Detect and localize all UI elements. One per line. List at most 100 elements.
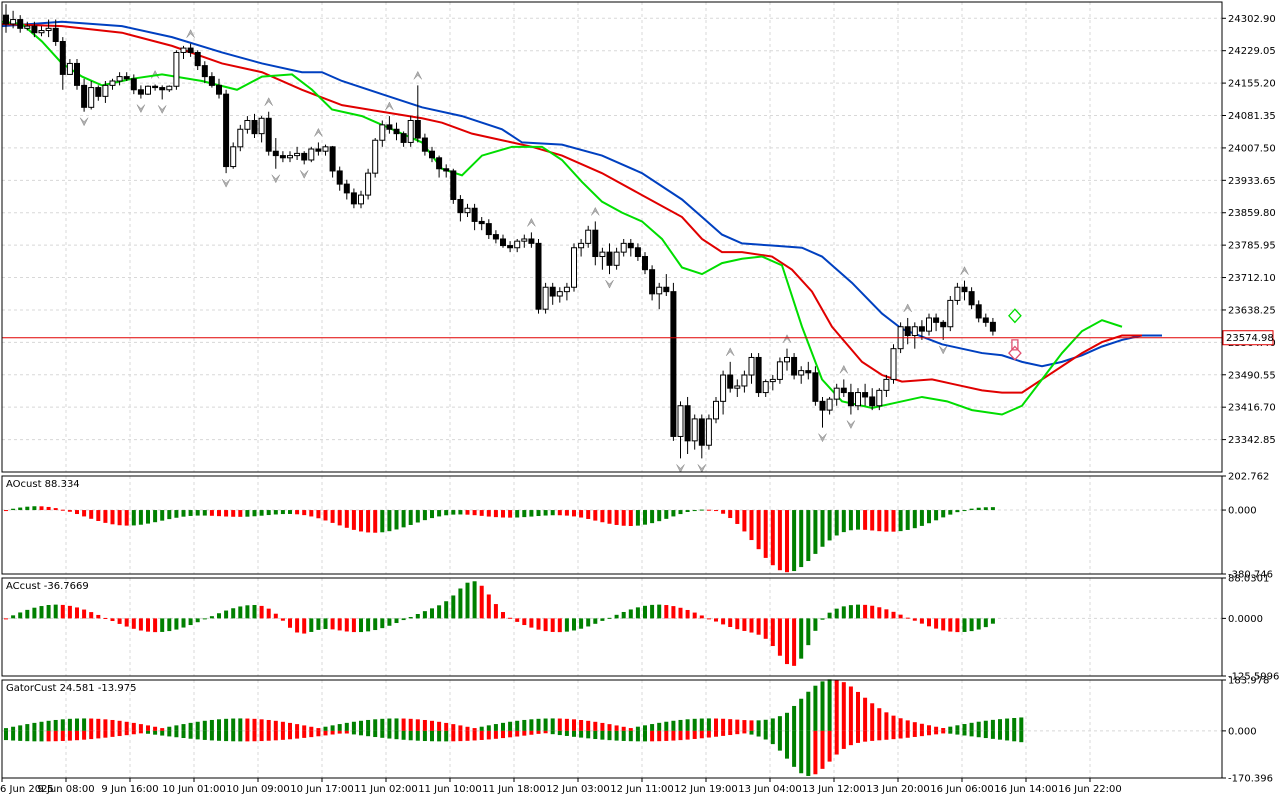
- candle[interactable]: [315, 148, 322, 152]
- candle[interactable]: [88, 87, 95, 108]
- candle[interactable]: [989, 321, 996, 332]
- candle[interactable]: [954, 286, 961, 301]
- candle[interactable]: [826, 398, 833, 411]
- candle[interactable]: [606, 251, 613, 266]
- candle[interactable]: [109, 80, 116, 86]
- candle[interactable]: [95, 87, 102, 97]
- candle[interactable]: [911, 326, 918, 337]
- candle[interactable]: [152, 85, 159, 89]
- ac-panel[interactable]: ACcust -36.7669: [4, 581, 995, 666]
- candle[interactable]: [642, 256, 648, 271]
- candle[interactable]: [556, 291, 563, 297]
- candle[interactable]: [535, 242, 542, 310]
- candle[interactable]: [698, 418, 705, 446]
- candle[interactable]: [890, 348, 897, 380]
- candle[interactable]: [322, 146, 329, 152]
- candle[interactable]: [294, 152, 301, 157]
- candle[interactable]: [17, 19, 24, 29]
- candle[interactable]: [528, 238, 535, 244]
- candle[interactable]: [130, 78, 137, 91]
- candle[interactable]: [755, 356, 762, 394]
- candle[interactable]: [833, 387, 840, 400]
- candle[interactable]: [713, 400, 719, 420]
- candle[interactable]: [272, 150, 279, 157]
- candle[interactable]: [933, 317, 940, 323]
- candle[interactable]: [776, 361, 783, 380]
- candle[interactable]: [855, 392, 861, 407]
- candle[interactable]: [471, 207, 478, 222]
- price-panel[interactable]: [1, 4, 1222, 473]
- candle[interactable]: [926, 317, 932, 332]
- candle[interactable]: [847, 392, 854, 407]
- candle[interactable]: [59, 40, 66, 75]
- candle[interactable]: [918, 326, 925, 332]
- gator-panel[interactable]: GatorCust 24.581 -13.975: [4, 679, 1024, 776]
- candle[interactable]: [393, 128, 400, 135]
- candle[interactable]: [677, 405, 684, 437]
- candle[interactable]: [961, 286, 968, 293]
- candle[interactable]: [379, 124, 386, 141]
- candle[interactable]: [741, 374, 748, 387]
- candle[interactable]: [145, 85, 151, 95]
- candle[interactable]: [542, 286, 549, 310]
- candle[interactable]: [762, 381, 769, 394]
- candle[interactable]: [301, 152, 308, 161]
- candle[interactable]: [365, 172, 372, 196]
- candle[interactable]: [31, 25, 38, 34]
- candle[interactable]: [308, 148, 315, 161]
- candle[interactable]: [173, 51, 180, 87]
- candle[interactable]: [968, 291, 975, 306]
- candle[interactable]: [45, 27, 52, 32]
- candle[interactable]: [421, 137, 428, 152]
- candle[interactable]: [123, 76, 130, 80]
- candle[interactable]: [457, 198, 464, 214]
- candle[interactable]: [705, 418, 712, 446]
- candle[interactable]: [585, 229, 592, 244]
- candle[interactable]: [947, 299, 954, 328]
- candle[interactable]: [230, 146, 237, 168]
- candle[interactable]: [102, 84, 109, 97]
- candle[interactable]: [137, 89, 144, 95]
- candle[interactable]: [904, 326, 911, 337]
- candle[interactable]: [336, 170, 343, 185]
- candle[interactable]: [571, 247, 577, 288]
- candle[interactable]: [734, 385, 741, 389]
- candle[interactable]: [620, 242, 627, 253]
- candle[interactable]: [691, 418, 698, 442]
- candle[interactable]: [443, 168, 450, 172]
- candle[interactable]: [578, 242, 585, 249]
- candle[interactable]: [563, 286, 570, 293]
- candle[interactable]: [464, 207, 471, 214]
- candle[interactable]: [287, 155, 293, 159]
- candle[interactable]: [400, 133, 407, 143]
- candle[interactable]: [507, 245, 514, 249]
- candle[interactable]: [521, 238, 528, 242]
- candle[interactable]: [656, 286, 663, 295]
- candle[interactable]: [812, 372, 819, 402]
- candle[interactable]: [201, 65, 208, 78]
- candle[interactable]: [869, 396, 876, 407]
- candle[interactable]: [358, 194, 364, 205]
- candle[interactable]: [38, 30, 45, 34]
- candle[interactable]: [329, 146, 336, 172]
- candle[interactable]: [670, 291, 677, 437]
- candle[interactable]: [159, 87, 166, 91]
- candle[interactable]: [208, 76, 215, 86]
- candle[interactable]: [634, 247, 641, 258]
- candle[interactable]: [549, 286, 556, 297]
- candle[interactable]: [883, 378, 890, 391]
- candle[interactable]: [649, 269, 656, 295]
- candle[interactable]: [194, 51, 201, 67]
- candle[interactable]: [784, 356, 790, 363]
- candle[interactable]: [485, 223, 492, 236]
- candle[interactable]: [500, 238, 506, 247]
- candle[interactable]: [10, 19, 17, 25]
- candle[interactable]: [265, 117, 272, 152]
- candle[interactable]: [414, 119, 421, 139]
- candle[interactable]: [258, 117, 265, 135]
- candle[interactable]: [407, 119, 414, 143]
- candle[interactable]: [187, 47, 194, 53]
- candle[interactable]: [251, 119, 258, 135]
